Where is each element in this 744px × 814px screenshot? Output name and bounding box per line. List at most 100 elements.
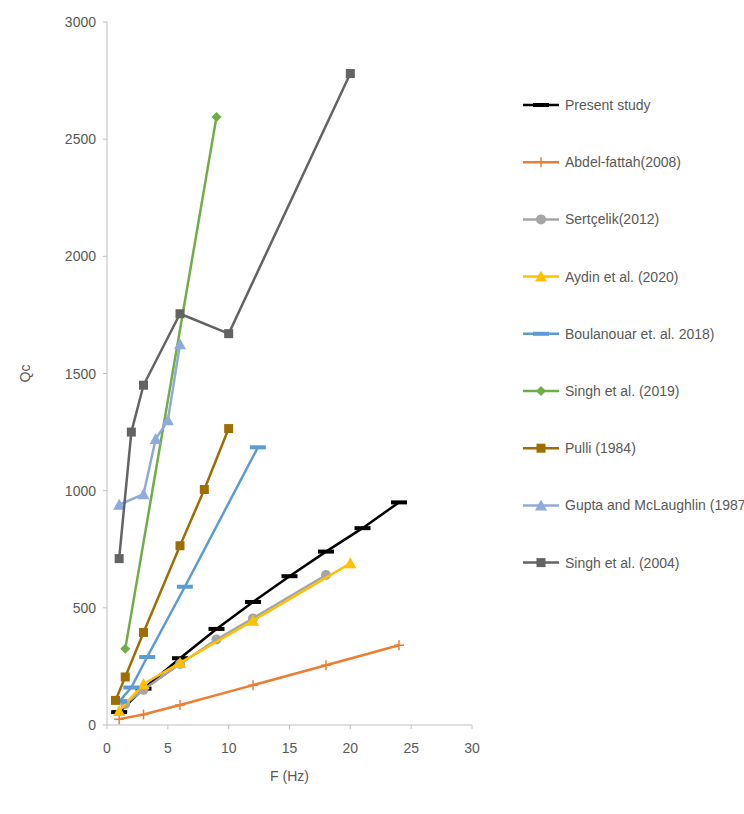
x-tick-label: 0 [103,740,111,756]
data-point [248,680,258,690]
legend-marker [533,103,549,107]
data-point [150,433,162,444]
legend-marker [535,271,547,282]
y-tick-label: 1500 [65,366,96,382]
data-point [139,628,148,637]
data-point [224,424,233,433]
legend-marker [533,332,549,336]
y-tick [103,139,107,140]
legend-marker [536,214,546,224]
y-tick-label: 2000 [65,248,96,264]
y-tick-label: 3000 [65,14,96,30]
data-point [123,686,139,690]
data-point [139,655,155,659]
data-point [247,615,259,626]
data-point [224,329,233,338]
x-tick-label: 30 [464,740,480,756]
x-tick [167,725,168,729]
data-point [139,381,148,390]
legend-label: Abdel-fattah(2008) [565,154,681,170]
data-point [113,705,125,716]
series [111,424,233,705]
series-line [119,563,350,711]
data-point [394,640,404,650]
data-point [175,700,185,710]
series-line [116,429,229,701]
y-tick-label: 500 [73,600,97,616]
data-point [121,672,130,681]
series [114,640,404,724]
data-point [355,526,371,530]
data-point [176,541,185,550]
x-tick-label: 5 [164,740,172,756]
y-tick-label: 0 [88,717,96,733]
series [120,112,221,654]
x-tick [350,725,351,729]
data-point [344,557,356,568]
data-point [318,550,334,554]
y-tick [103,725,107,726]
y-tick [103,607,107,608]
legend-label: Sertçelik(2012) [565,211,659,227]
background [0,0,744,814]
series [111,500,407,714]
legend-marker [535,499,547,510]
data-point [282,574,298,578]
data-point [111,696,120,705]
data-point [200,485,209,494]
y-tick-label: 1000 [65,483,96,499]
series-line [119,344,180,505]
legend-marker [537,444,546,453]
x-tick [472,725,473,729]
data-point [250,445,266,449]
data-point [127,428,136,437]
chart: 0 500 1000 1500 2000 2500 3000 0 5 10 15 20 25 30 F (H… [0,0,744,814]
data-point [176,309,185,318]
data-point [346,69,355,78]
data-point [212,112,222,122]
data-point [115,554,124,563]
legend-line [523,104,559,107]
series [111,445,266,703]
x-tick-label: 25 [403,740,419,756]
data-point [120,644,130,654]
legend-label: Present study [565,97,651,113]
data-point [174,338,186,349]
data-point [245,600,261,604]
data-point [174,657,186,668]
legend-label: Boulanouar et. al. 2018) [565,326,714,342]
series-line [119,645,399,719]
data-point [177,585,193,589]
x-tick-label: 10 [221,740,237,756]
data-point [391,500,407,504]
data-point [138,488,150,499]
legend-label: Singh et al. (2019) [565,383,679,399]
series [115,69,355,563]
legend-marker [536,386,546,396]
y-tick-label: 2500 [65,131,96,147]
y-tick [103,22,107,23]
y-tick [103,373,107,374]
series [120,570,331,709]
plot-area [111,69,407,724]
legend-line [523,333,559,336]
legend-label: Singh et al. (2004) [565,555,679,571]
x-tick [228,725,229,729]
legend-label: Aydin et al. (2020) [565,269,678,285]
data-point [321,660,331,670]
legend-label: Pulli (1984) [565,440,636,456]
series-line [119,74,350,559]
x-tick [289,725,290,729]
series-line [119,447,258,701]
x-tick [411,725,412,729]
series [113,338,186,510]
legend-marker [537,558,546,567]
data-point [162,414,174,425]
legend: Present study Abdel-fattah(2008) Sertçelik… [523,97,744,571]
legend-label: Gupta and McLaughlin (1987) [565,497,744,513]
data-point [139,709,149,719]
x-tick [107,725,108,729]
x-axis-title: F (Hz) [270,768,309,784]
x-tick-label: 20 [343,740,359,756]
x-tick-label: 15 [282,740,298,756]
